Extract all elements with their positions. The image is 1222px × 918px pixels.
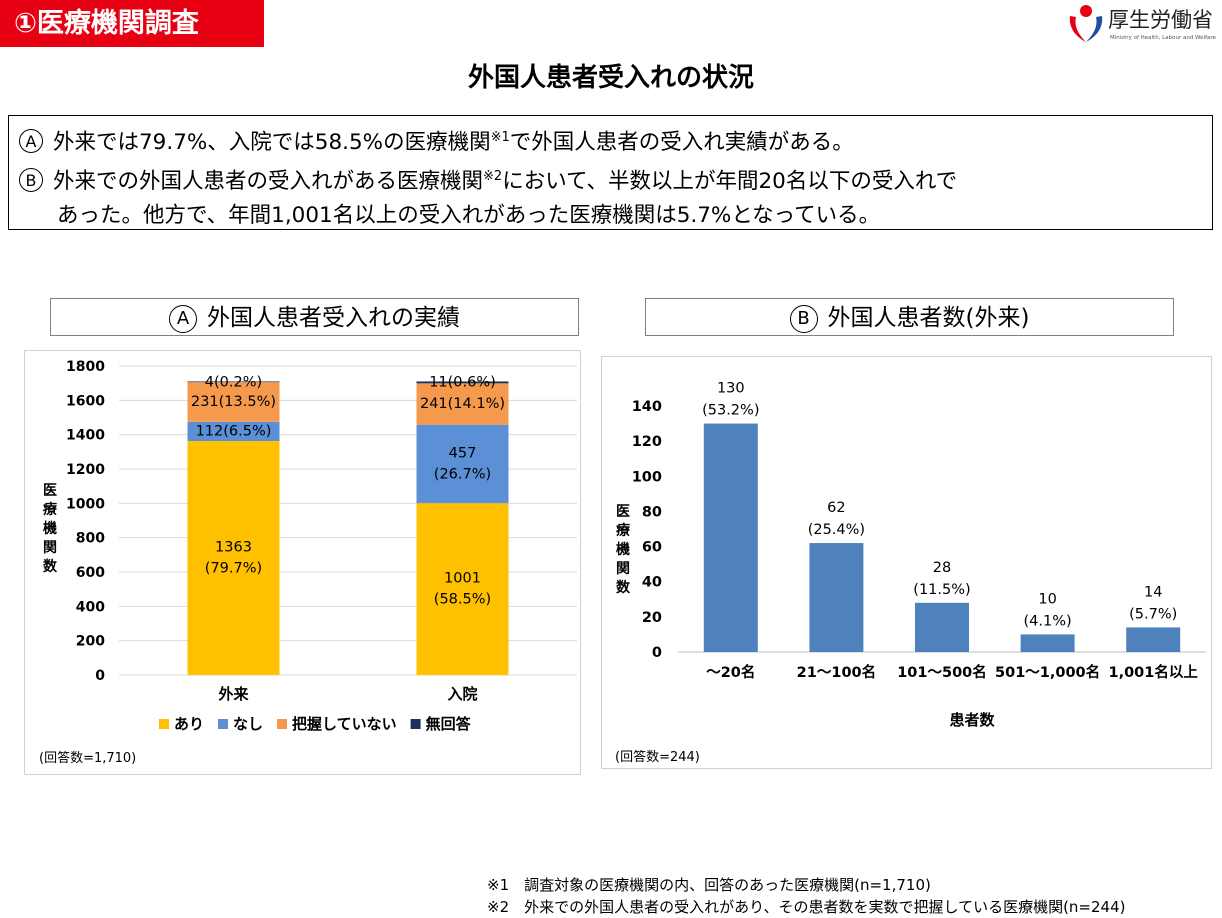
- bar: [809, 543, 864, 652]
- legend-entry: 把握していない: [292, 715, 397, 733]
- x-tick-label: 501～1,000名: [995, 663, 1100, 681]
- chart-b-marker-icon: B: [789, 305, 818, 333]
- y-tick-label: 200: [76, 634, 105, 650]
- chart-a: 0 200 400 600 800 1000 1200 1400 1600 1800 医療機関数 13…: [39, 359, 577, 766]
- x-axis-label: 患者数: [949, 711, 995, 729]
- data-label: 130 (53.2%): [702, 381, 759, 419]
- marker-a-icon: A: [19, 129, 43, 154]
- chart-a-header-label: 外国人患者受入れの実績: [207, 305, 460, 331]
- data-label: 241(14.1%): [420, 396, 505, 412]
- bar-segment: [187, 421, 280, 442]
- footnote-1: ※1 調査対象の医療機関の内、回答のあった医療機関(n=1,710): [487, 876, 931, 894]
- x-tick-label: 入院: [447, 685, 477, 703]
- y-tick-label: 20: [642, 610, 662, 626]
- y-tick-label: 140: [632, 399, 662, 415]
- bar-segment: [187, 381, 280, 383]
- y-tick-label: 120: [632, 434, 662, 450]
- legend-swatch: [159, 719, 169, 729]
- y-axis-label: 医療機関数: [616, 504, 631, 596]
- summary-box: A 外来では79.7%、入院では58.5%の医療機関※1で外国人患者の受入れ実績が…: [8, 115, 1213, 230]
- data-label: 28 (11.5%): [913, 560, 970, 598]
- chart-b: 0 20 40 60 80 100 120 140 医療機関数 130 (53.2%) ～20名 62(…: [615, 381, 1206, 765]
- bar-segment: [416, 383, 509, 425]
- chart-b-header-label: 外国人患者数(外来): [827, 305, 1030, 331]
- y-tick-label: 1800: [66, 359, 105, 375]
- x-tick-label: 101～500名: [897, 663, 987, 681]
- y-tick-label: 1400: [66, 428, 105, 444]
- response-count-note: (回答数=244): [615, 749, 700, 765]
- chart-a-header: A 外国人患者受入れの実績: [50, 298, 579, 336]
- y-tick-label: 100: [632, 469, 662, 485]
- bar: [915, 602, 969, 652]
- y-axis-label: 医療機関数: [43, 483, 58, 575]
- y-tick-label: 80: [642, 504, 662, 520]
- footnotes: ※1 調査対象の医療機関の内、回答のあった医療機関(n=1,710) ※2 外来…: [487, 874, 1125, 918]
- ministry-emblem-icon: [1069, 5, 1103, 42]
- chart-a-panel: 0 200 400 600 800 1000 1200 1400 1600 1800 医療機関数 13…: [24, 350, 581, 775]
- data-label: 1001 (58.5%): [434, 571, 491, 608]
- bar-segment: [187, 382, 280, 422]
- data-label: 457 (26.7%): [434, 445, 491, 482]
- y-tick-label: 0: [95, 668, 105, 684]
- data-label: 11(0.6%): [429, 374, 496, 390]
- y-tick-label: 800: [76, 531, 105, 547]
- summary-a-text-1: 外来では79.7%、入院では58.5%の医療機関: [53, 130, 491, 156]
- summary-line-b-cont: あった。他方で、年間1,001名以上の受入れがあった医療機関は5.7%となってい…: [19, 199, 1212, 233]
- y-tick-label: 60: [642, 540, 662, 556]
- footnote-ref-2: ※2: [483, 169, 503, 185]
- legend-swatch: [218, 719, 229, 729]
- chart-b-header: B 外国人患者数(外来): [645, 298, 1174, 336]
- page-title: 外国人患者受入れの状況: [467, 63, 754, 93]
- y-tick-label: 40: [642, 575, 662, 591]
- legend-swatch: [410, 719, 421, 729]
- y-tick-label: 600: [76, 565, 105, 581]
- x-tick-label: ～20名: [706, 663, 755, 681]
- summary-line-a: A 外来では79.7%、入院では58.5%の医療機関※1で外国人患者の受入れ実績が…: [19, 121, 1212, 160]
- data-label: 14 (5.7%): [1129, 584, 1177, 622]
- legend-entry: なし: [233, 715, 263, 733]
- x-tick-label: 1,001名以上: [1109, 663, 1199, 681]
- x-tick-label: 21～100名: [797, 663, 876, 681]
- bar: [1020, 634, 1075, 652]
- ministry-logo: 厚生労働省 Ministry of Health, Labour and Wel…: [1064, 2, 1222, 46]
- bar-segment: [416, 503, 509, 675]
- chart-a-marker-icon: A: [169, 305, 197, 333]
- section-badge: ①医療機関調査: [0, 0, 264, 47]
- summary-line-b: B 外来での外国人患者の受入れがある医療機関※2において、半数以上が年間20名以下…: [19, 160, 1212, 199]
- data-label: 112(6.5%): [196, 423, 272, 439]
- bar-segment: [187, 441, 280, 675]
- chart-b-panel: 0 20 40 60 80 100 120 140 医療機関数 130 (53.2%) ～20名 62(…: [601, 356, 1212, 769]
- data-label: 10 (4.1%): [1024, 591, 1072, 629]
- logo-name: 厚生労働省: [1108, 8, 1213, 32]
- data-label: 62 (25.4%): [808, 500, 865, 538]
- logo-subtitle: Ministry of Health, Labour and Welfare: [1110, 35, 1216, 41]
- footnote-2: ※2 外来での外国人患者の受入れがあり、その患者数を実数で把握している医療機関(…: [487, 898, 1126, 916]
- summary-b-text-1: 外来での外国人患者の受入れがある医療機関: [53, 169, 484, 195]
- legend-entry: あり: [174, 715, 204, 733]
- bar: [703, 423, 758, 652]
- legend-swatch: [277, 719, 288, 729]
- y-tick-label: 1200: [66, 462, 105, 478]
- bar: [1126, 627, 1181, 652]
- marker-b-icon: B: [19, 168, 43, 193]
- summary-a-text-2: で外国人患者の受入れ実績がある。: [509, 130, 854, 156]
- y-tick-label: 400: [76, 599, 105, 615]
- summary-b-text-2: において、半数以上が年間20名以下の受入れで: [502, 169, 958, 195]
- bar-segment: [416, 381, 509, 384]
- summary-b-text-3: あった。他方で、年間1,001名以上の受入れがあった医療機関は5.7%となってい…: [57, 203, 881, 229]
- data-label: 1363 (79.7%): [205, 540, 262, 577]
- response-count-note: (回答数=1,710): [39, 750, 136, 766]
- data-label: 4(0.2%): [205, 374, 262, 390]
- footnote-ref-1: ※1: [490, 130, 510, 145]
- x-tick-label: 外来: [217, 685, 249, 703]
- y-tick-label: 1000: [66, 496, 105, 512]
- legend-entry: 無回答: [426, 715, 472, 733]
- y-tick-label: 0: [652, 645, 662, 661]
- data-label: 231(13.5%): [191, 394, 276, 410]
- bar-segment: [416, 424, 509, 504]
- y-tick-label: 1600: [66, 393, 105, 409]
